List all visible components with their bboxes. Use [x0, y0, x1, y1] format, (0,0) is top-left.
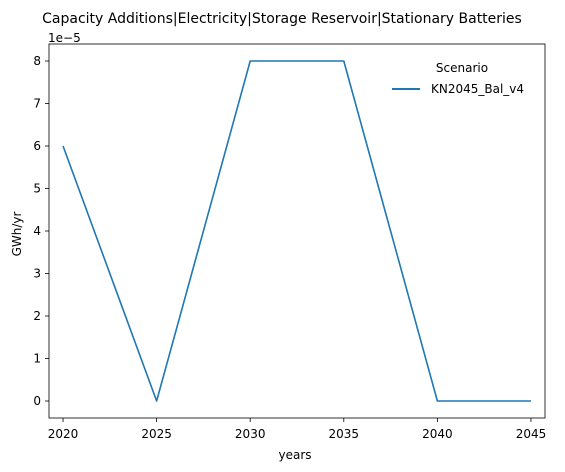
x-axis-label: years	[278, 448, 311, 462]
legend-entry-kn2045-bal-v4: KN2045_Bal_v4	[431, 82, 524, 96]
x-tick-label: 2040	[422, 427, 453, 441]
y-tick-label: 8	[33, 54, 41, 68]
x-tick-label: 2025	[141, 427, 172, 441]
y-offset-label: 1e−5	[48, 31, 81, 45]
y-tick-label: 5	[33, 182, 41, 196]
legend-title: Scenario	[436, 61, 488, 75]
y-tick-label: 4	[33, 224, 41, 238]
x-tick-label: 2030	[235, 427, 266, 441]
x-axis: 2020 2025 2030 2035 2040 2045	[48, 418, 546, 441]
x-tick-label: 2035	[329, 427, 360, 441]
series-line-kn2045-bal-v4	[62, 60, 531, 402]
y-tick-label: 6	[33, 139, 41, 153]
chart-title: Capacity Additions|Electricity|Storage R…	[42, 11, 522, 27]
y-tick-label: 1	[33, 352, 41, 366]
legend: Scenario KN2045_Bal_v4	[392, 61, 524, 96]
x-tick-label: 2020	[48, 427, 79, 441]
y-tick-label: 2	[33, 309, 41, 323]
y-axis-label: GWh/yr	[10, 212, 24, 257]
y-tick-label: 0	[33, 394, 41, 408]
axes-frame	[48, 43, 546, 419]
series-layer	[62, 60, 531, 402]
y-tick-label: 7	[33, 97, 41, 111]
y-axis: 0 1 2 3 4 5 6 7 8	[33, 54, 49, 408]
y-tick-label: 3	[33, 267, 41, 281]
plot-area: 2020 2025 2030 2035 2040 2045 0 1 2 3 4 5 6 7 8	[33, 43, 546, 441]
x-tick-label: 2045	[516, 427, 547, 441]
